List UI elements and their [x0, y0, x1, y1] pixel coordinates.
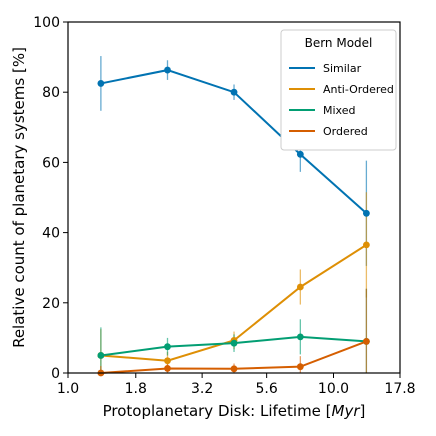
- data-point: [164, 357, 171, 365]
- y-tick-label: 60: [42, 155, 60, 171]
- data-point: [296, 333, 304, 341]
- data-point: [296, 363, 304, 371]
- data-point: [97, 352, 105, 359]
- legend-label: Anti-Ordered: [323, 83, 394, 96]
- legend-items: Similar Anti-Ordered Mixed Ordered: [289, 62, 394, 138]
- data-point: [164, 343, 171, 351]
- data-point: [362, 338, 370, 345]
- x-tick-label: 1.8: [125, 381, 147, 397]
- x-tick-label: 1.0: [57, 381, 79, 397]
- data-point: [362, 209, 370, 217]
- data-point: [362, 241, 370, 249]
- y-tick-label: 0: [51, 366, 60, 382]
- legend-title: Bern Model: [305, 36, 373, 50]
- data-point: [296, 283, 304, 291]
- x-axis-label: Protoplanetary Disk: Lifetime [Myr]: [103, 402, 366, 420]
- legend-label: Similar: [323, 62, 362, 75]
- data-point: [164, 66, 171, 74]
- x-tick-label: 10.0: [318, 381, 349, 397]
- x-tick-label: 3.2: [191, 381, 213, 397]
- x-axis-label-unit: Myr: [332, 402, 361, 420]
- y-tick-label: 100: [33, 15, 60, 31]
- data-point: [230, 365, 238, 373]
- legend-box: [280, 29, 397, 151]
- data-point: [230, 339, 238, 347]
- x-tick-label: 17.8: [384, 381, 415, 397]
- y-tick-label: 80: [42, 85, 60, 101]
- x-axis-label-prefix: Protoplanetary Disk: Lifetime [: [103, 402, 332, 420]
- y-tick-label: 40: [42, 226, 60, 242]
- data-point: [296, 150, 304, 158]
- legend-label: Mixed: [323, 104, 355, 117]
- legend: Bern Model Similar Anti-Ordered Mixed Order…: [280, 29, 397, 151]
- data-point: [230, 88, 238, 96]
- y-axis-label: Relative count of planetary systems [%]: [10, 47, 28, 348]
- x-axis-label-suffix: ]: [360, 402, 366, 420]
- data-point: [164, 365, 171, 372]
- x-axis: 1.0 1.8 3.2 5.6 10.0 17.8: [57, 373, 416, 397]
- x-tick-label: 5.6: [256, 381, 278, 397]
- data-point: [97, 80, 105, 87]
- plot-frame: [67, 21, 401, 374]
- y-axis: 0 20 40 60 80 100: [33, 15, 68, 382]
- data-points: [97, 66, 370, 377]
- legend-label: Ordered: [323, 125, 368, 138]
- y-tick-label: 20: [42, 296, 60, 312]
